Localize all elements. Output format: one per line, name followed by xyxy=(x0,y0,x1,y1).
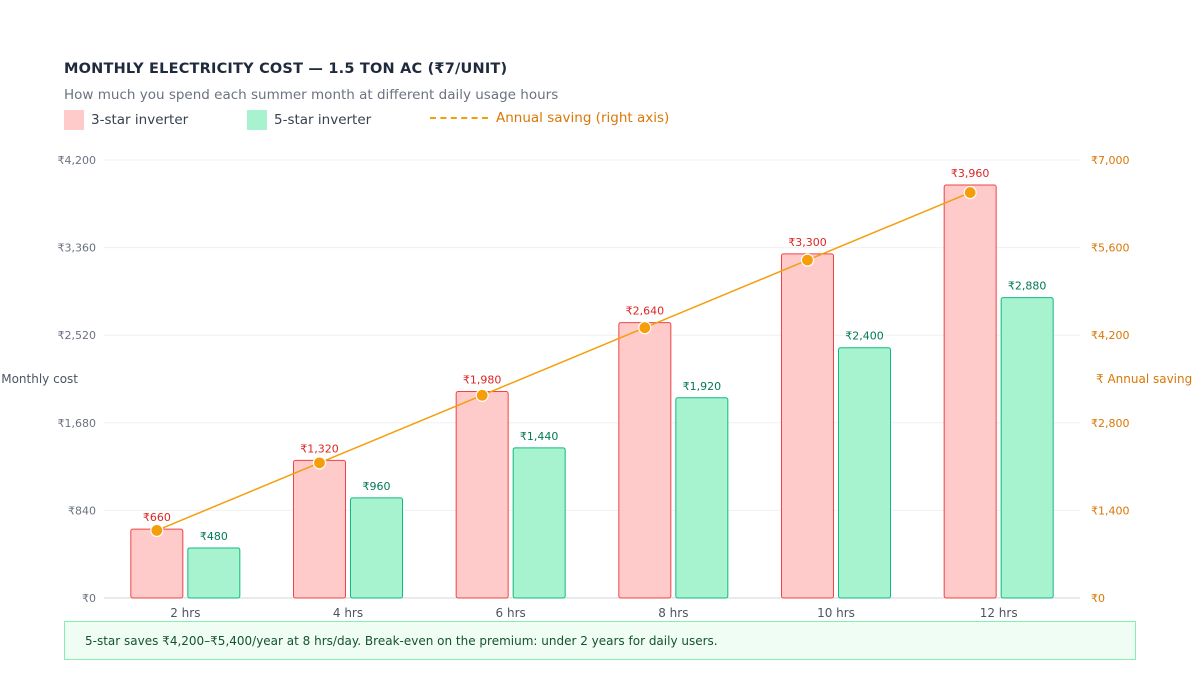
legend-swatch-3-star xyxy=(64,110,84,130)
legend-item-annual-saving: Annual saving (right axis) xyxy=(430,110,669,126)
y-left-tick-label: ₹1,680 xyxy=(58,417,97,430)
bar-5-star xyxy=(838,347,891,599)
x-tick-label: 12 hrs xyxy=(980,606,1018,620)
chart-subtitle: How much you spend each summer month at … xyxy=(64,87,559,103)
legend-label-3-star: 3-star inverter xyxy=(91,112,189,128)
y-left-tick-label: ₹840 xyxy=(68,504,96,517)
data-label-5-star: ₹1,440 xyxy=(520,430,559,443)
bar-3-star xyxy=(293,459,346,599)
y-right-axis-label: ₹ Annual saving xyxy=(1096,372,1192,386)
y-left-tick-label: ₹2,520 xyxy=(58,329,97,342)
annual-saving-point xyxy=(638,321,652,335)
x-tick-label: 6 hrs xyxy=(496,606,526,620)
x-tick-label: 2 hrs xyxy=(170,606,200,620)
y-left-tick-label: ₹3,360 xyxy=(58,242,97,255)
insight-note: 5-star saves ₹4,200–₹5,400/year at 8 hrs… xyxy=(64,621,1136,660)
y-right-tick-label: ₹1,400 xyxy=(1091,504,1130,517)
annual-saving-line xyxy=(156,191,971,532)
data-label-3-star: ₹660 xyxy=(143,511,171,524)
bar-3-star xyxy=(130,528,184,599)
y-right-tick-label: ₹2,800 xyxy=(1091,417,1130,430)
data-label-3-star: ₹1,320 xyxy=(300,442,339,455)
data-label-5-star: ₹1,920 xyxy=(683,380,722,393)
data-label-3-star: ₹1,980 xyxy=(463,374,502,387)
data-label-3-star: ₹2,640 xyxy=(626,305,665,318)
data-label-5-star: ₹2,400 xyxy=(845,330,884,343)
x-tick-label: 4 hrs xyxy=(333,606,363,620)
chart-title: MONTHLY ELECTRICITY COST — 1.5 TON AC (₹… xyxy=(64,61,508,77)
legend-swatch-5-star xyxy=(247,110,267,130)
bar-3-star xyxy=(781,253,834,599)
legend-label-5-star: 5-star inverter xyxy=(274,112,372,128)
bar-5-star xyxy=(675,397,729,599)
y-left-tick-label: ₹4,200 xyxy=(58,154,97,167)
y-right-tick-label: ₹7,000 xyxy=(1091,154,1130,167)
bar-5-star xyxy=(512,447,566,599)
bar-3-star xyxy=(455,391,509,599)
legend-item-3-star: 3-star inverter xyxy=(64,110,188,130)
y-left-tick-label: ₹0 xyxy=(82,592,96,605)
annual-saving-point xyxy=(800,253,815,267)
y-right-tick-label: ₹4,200 xyxy=(1091,329,1130,342)
y-right-tick-label: ₹5,600 xyxy=(1091,242,1130,255)
data-label-5-star: ₹2,880 xyxy=(1008,280,1047,293)
legend-item-5-star: 5-star inverter xyxy=(247,110,371,130)
legend-label-annual-saving: Annual saving (right axis) xyxy=(496,110,670,126)
data-label-5-star: ₹480 xyxy=(200,530,228,543)
annual-saving-point xyxy=(475,388,489,402)
data-label-3-star: ₹3,960 xyxy=(951,167,990,180)
data-label-3-star: ₹3,300 xyxy=(788,236,827,249)
chart-legend: 3-star inverter 5-star inverter Annual s… xyxy=(64,110,764,132)
y-right-tick-label: ₹0 xyxy=(1091,592,1105,605)
annual-saving-point xyxy=(312,456,327,470)
bar-5-star xyxy=(350,497,403,599)
chart-plot: ₹0 ₹840 ₹1,680 ₹2,520 ₹3,360 ₹4,200 ₹0 ₹1,400 ₹2… xyxy=(0,154,1192,620)
legend-swatch-annual-saving xyxy=(430,117,488,119)
bar-5-star xyxy=(1000,297,1054,599)
bar-3-star xyxy=(943,184,997,599)
x-tick-label: 10 hrs xyxy=(817,606,855,620)
bar-5-star xyxy=(187,547,241,599)
annual-saving-point xyxy=(150,523,164,538)
bar-3-star xyxy=(618,322,672,599)
x-tick-label: 8 hrs xyxy=(658,606,688,620)
y-left-axis-label: ₹ Monthly cost xyxy=(0,372,78,386)
annual-saving-point xyxy=(963,185,977,200)
data-label-5-star: ₹960 xyxy=(363,480,391,493)
